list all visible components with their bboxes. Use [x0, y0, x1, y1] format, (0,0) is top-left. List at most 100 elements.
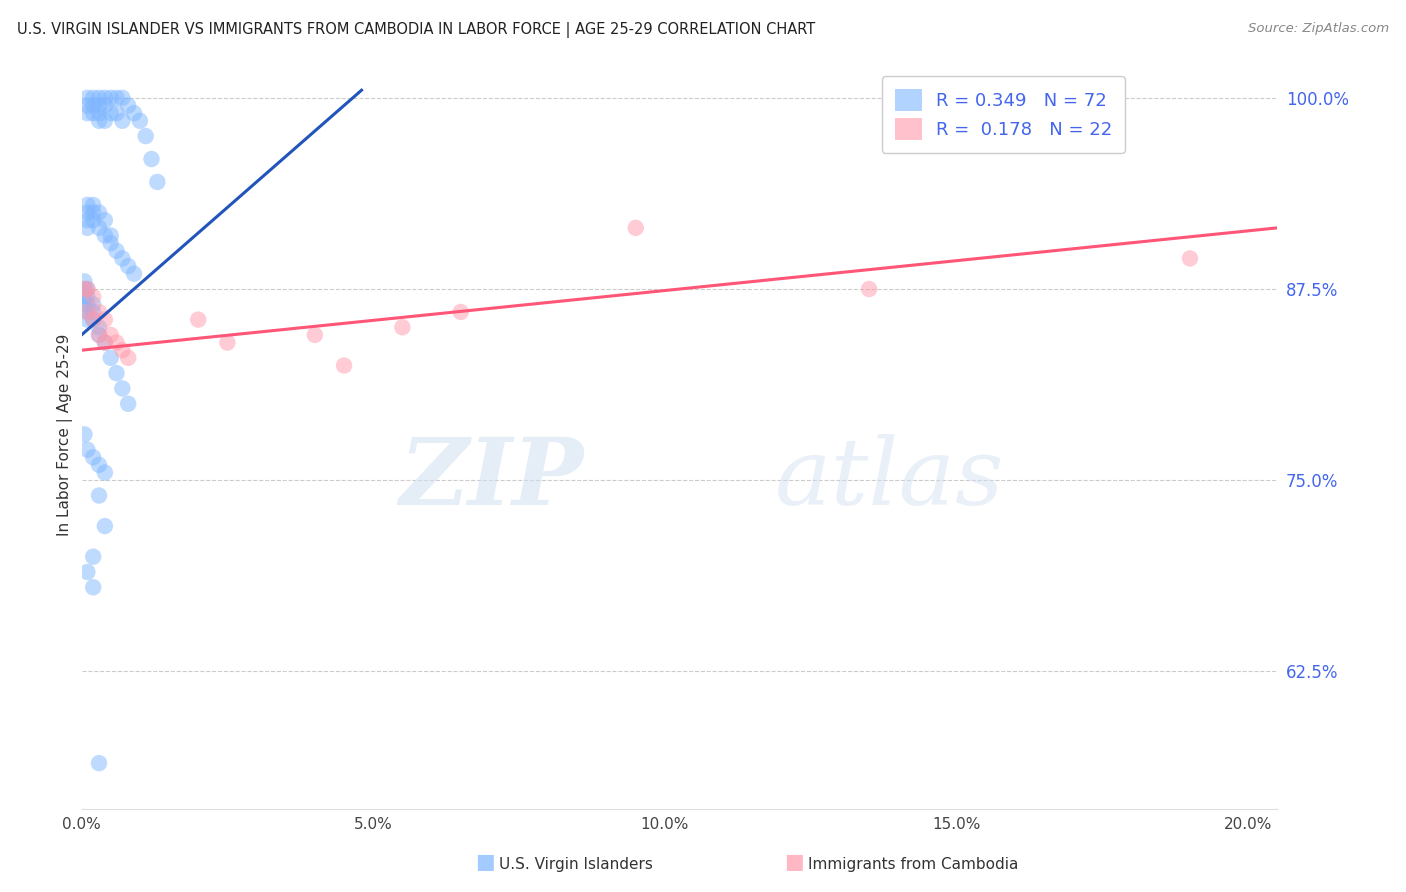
Point	[117, 351, 139, 365]
Point	[87, 98, 110, 112]
Point	[146, 175, 169, 189]
Point	[76, 282, 98, 296]
Point	[100, 228, 122, 243]
Point	[76, 297, 98, 311]
Point	[100, 91, 122, 105]
Point	[94, 228, 117, 243]
Text: Immigrants from Cambodia: Immigrants from Cambodia	[808, 857, 1019, 872]
Point	[76, 205, 98, 219]
Text: U.S. Virgin Islanders: U.S. Virgin Islanders	[499, 857, 652, 872]
Point	[82, 106, 104, 120]
Point	[76, 312, 98, 326]
Point	[141, 152, 163, 166]
Point	[76, 305, 98, 319]
Text: Source: ZipAtlas.com: Source: ZipAtlas.com	[1249, 22, 1389, 36]
Point	[87, 205, 110, 219]
Point	[82, 205, 104, 219]
Point	[100, 351, 122, 365]
Point	[76, 213, 98, 227]
Point	[333, 359, 356, 373]
Point	[94, 113, 117, 128]
Point	[82, 312, 104, 326]
Point	[94, 335, 117, 350]
Point	[87, 327, 110, 342]
Point	[87, 305, 110, 319]
Point	[73, 282, 96, 296]
Text: ZIP: ZIP	[399, 434, 583, 524]
Point	[624, 220, 647, 235]
Point	[111, 343, 134, 358]
Point	[858, 282, 880, 296]
Point	[100, 236, 122, 251]
Point	[94, 98, 117, 112]
Text: atlas: atlas	[775, 434, 1005, 524]
Point	[82, 98, 104, 112]
Point	[87, 458, 110, 472]
Point	[87, 106, 110, 120]
Point	[135, 129, 157, 144]
Point	[82, 297, 104, 311]
Point	[82, 305, 104, 319]
Point	[94, 519, 117, 533]
Point	[100, 106, 122, 120]
Point	[73, 297, 96, 311]
Point	[94, 312, 117, 326]
Point	[87, 489, 110, 503]
Point	[105, 366, 128, 380]
Point	[94, 91, 117, 105]
Point	[76, 198, 98, 212]
Text: U.S. VIRGIN ISLANDER VS IMMIGRANTS FROM CAMBODIA IN LABOR FORCE | AGE 25-29 CORR: U.S. VIRGIN ISLANDER VS IMMIGRANTS FROM …	[17, 22, 815, 38]
Point	[111, 252, 134, 266]
Point	[122, 106, 145, 120]
Point	[111, 91, 134, 105]
Point	[87, 327, 110, 342]
Point	[82, 580, 104, 594]
Point	[73, 274, 96, 288]
Point	[73, 282, 96, 296]
Point	[76, 282, 98, 296]
Point	[76, 442, 98, 457]
Point	[391, 320, 413, 334]
Point	[82, 549, 104, 564]
Point	[87, 756, 110, 771]
Point	[111, 381, 134, 395]
Point	[117, 98, 139, 112]
Point	[82, 198, 104, 212]
Text: ■: ■	[475, 853, 495, 872]
Point	[105, 244, 128, 258]
Point	[87, 220, 110, 235]
Point	[76, 106, 98, 120]
Text: ■: ■	[785, 853, 804, 872]
Point	[94, 213, 117, 227]
Point	[87, 320, 110, 334]
Point	[217, 335, 239, 350]
Point	[87, 113, 110, 128]
Point	[82, 213, 104, 227]
Point	[117, 259, 139, 273]
Point	[73, 290, 96, 304]
Y-axis label: In Labor Force | Age 25-29: In Labor Force | Age 25-29	[58, 333, 73, 535]
Point	[105, 106, 128, 120]
Point	[304, 327, 326, 342]
Legend: R = 0.349   N = 72, R =  0.178   N = 22: R = 0.349 N = 72, R = 0.178 N = 22	[882, 76, 1125, 153]
Point	[111, 113, 134, 128]
Point	[105, 91, 128, 105]
Point	[76, 91, 98, 105]
Point	[128, 113, 150, 128]
Point	[122, 267, 145, 281]
Point	[1178, 252, 1201, 266]
Point	[76, 220, 98, 235]
Point	[76, 290, 98, 304]
Point	[73, 427, 96, 442]
Point	[82, 312, 104, 326]
Point	[82, 450, 104, 465]
Point	[94, 335, 117, 350]
Point	[105, 335, 128, 350]
Point	[82, 290, 104, 304]
Point	[100, 327, 122, 342]
Point	[94, 466, 117, 480]
Point	[82, 91, 104, 105]
Point	[450, 305, 472, 319]
Point	[187, 312, 209, 326]
Point	[76, 565, 98, 579]
